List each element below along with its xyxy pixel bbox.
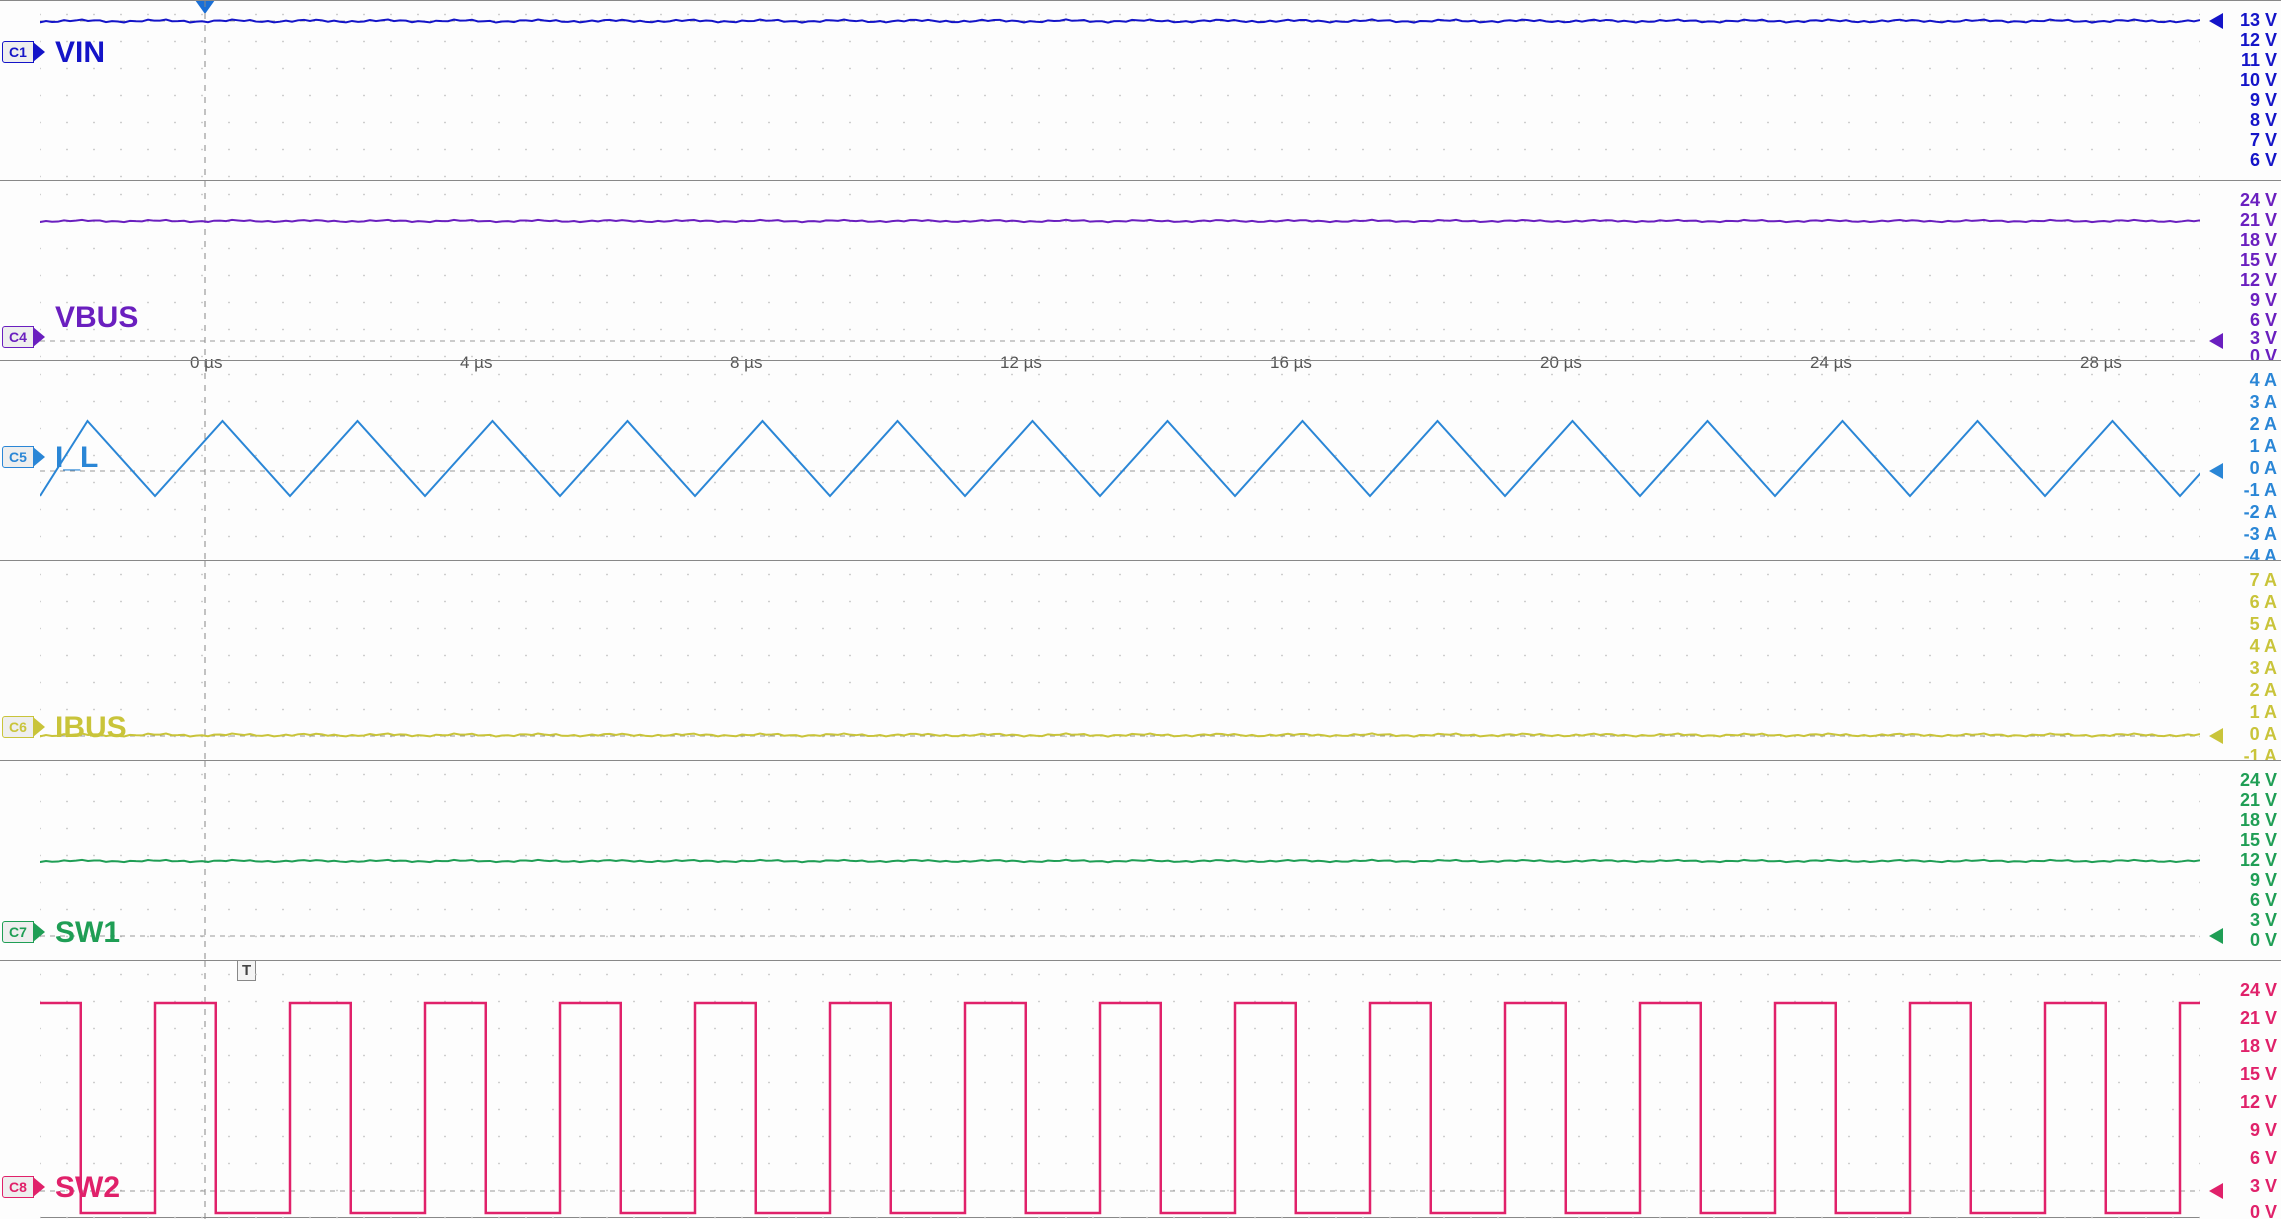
channel-tag[interactable]: C4 xyxy=(2,326,45,348)
channel-id-badge: C7 xyxy=(2,921,34,943)
ground-arrow-icon xyxy=(2209,333,2223,349)
waveform-canvas xyxy=(0,561,2281,761)
y-tick-label: 8 V xyxy=(2250,110,2277,131)
oscilloscope-display: T0 µs4 µs8 µs12 µs16 µs20 µs24 µs28 µs32… xyxy=(0,0,2281,1219)
y-tick-label: 21 V xyxy=(2240,210,2277,231)
y-tick-label: 0 A xyxy=(2250,724,2277,745)
channel-pane-C7: 24 V21 V18 V15 V12 V9 V6 V3 V0 V C7 SW1 xyxy=(0,760,2281,960)
y-tick-label: 9 V xyxy=(2250,290,2277,311)
waveform-trace xyxy=(20,1003,2281,1213)
channel-tag[interactable]: C7 xyxy=(2,921,45,943)
ground-arrow-icon xyxy=(2209,728,2223,744)
channel-label: SW2 xyxy=(55,1171,120,1205)
y-tick-label: 15 V xyxy=(2240,250,2277,271)
channel-tag-arrow-icon xyxy=(33,327,45,347)
y-tick-label: 7 V xyxy=(2250,130,2277,151)
y-tick-label: 1 A xyxy=(2250,702,2277,723)
channel-tag-arrow-icon xyxy=(33,717,45,737)
ground-arrow-icon xyxy=(2209,1183,2223,1199)
y-tick-label: 18 V xyxy=(2240,810,2277,831)
y-tick-label: 12 V xyxy=(2240,1092,2277,1113)
waveform-trace xyxy=(40,733,2200,736)
y-tick-label: 6 V xyxy=(2250,150,2277,171)
channel-id-badge: C1 xyxy=(2,41,34,63)
channel-tag-arrow-icon xyxy=(33,922,45,942)
y-tick-label: 12 V xyxy=(2240,270,2277,291)
waveform-canvas xyxy=(0,361,2281,561)
channel-tag[interactable]: C1 xyxy=(2,41,45,63)
channel-label: I_L xyxy=(55,441,98,475)
y-tick-label: 3 A xyxy=(2250,392,2277,413)
channel-pane-C1: 13 V12 V11 V10 V9 V8 V7 V6 V C1 VIN xyxy=(0,0,2281,180)
y-tick-label: 3 V xyxy=(2250,910,2277,931)
channel-tag-arrow-icon xyxy=(33,447,45,467)
y-tick-label: 18 V xyxy=(2240,1036,2277,1057)
y-tick-label: 13 V xyxy=(2240,10,2277,31)
y-tick-label: 4 A xyxy=(2250,636,2277,657)
y-tick-label: 24 V xyxy=(2240,190,2277,211)
waveform-trace xyxy=(40,19,2200,22)
waveform-canvas xyxy=(0,181,2281,361)
channel-tag-arrow-icon xyxy=(33,1177,45,1197)
y-tick-label: 3 V xyxy=(2250,1176,2277,1197)
channel-id-badge: C8 xyxy=(2,1176,34,1198)
y-tick-label: 2 A xyxy=(2250,414,2277,435)
y-tick-label: 12 V xyxy=(2240,850,2277,871)
y-tick-label: 0 V xyxy=(2250,930,2277,951)
y-tick-label: 0 A xyxy=(2250,458,2277,479)
y-tick-label: 21 V xyxy=(2240,1008,2277,1029)
channel-label: VIN xyxy=(55,36,105,70)
waveform-canvas xyxy=(0,1,2281,181)
y-tick-label: -1 A xyxy=(2244,480,2277,501)
y-tick-label: 9 V xyxy=(2250,90,2277,111)
y-tick-label: 0 V xyxy=(2250,1202,2277,1219)
y-tick-label: 5 A xyxy=(2250,614,2277,635)
y-tick-label: 21 V xyxy=(2240,790,2277,811)
y-tick-label: 1 A xyxy=(2250,436,2277,457)
ground-arrow-icon xyxy=(2209,13,2223,29)
channel-label: VBUS xyxy=(55,301,138,335)
y-tick-label: 2 A xyxy=(2250,680,2277,701)
channel-tag-arrow-icon xyxy=(33,42,45,62)
ground-arrow-icon xyxy=(2209,463,2223,479)
channel-tag[interactable]: C8 xyxy=(2,1176,45,1198)
y-tick-label: 18 V xyxy=(2240,230,2277,251)
y-tick-label: 15 V xyxy=(2240,1064,2277,1085)
channel-tag[interactable]: C5 xyxy=(2,446,45,468)
waveform-canvas xyxy=(0,761,2281,961)
y-tick-label: -3 A xyxy=(2244,524,2277,545)
y-tick-label: 12 V xyxy=(2240,30,2277,51)
channel-pane-C8: 24 V 21 V 18 V 15 V 12 V 9 V 6 V 3 V 0 V C8 SW2 xyxy=(0,960,2281,1218)
y-tick-label: 24 V xyxy=(2240,980,2277,1001)
y-tick-label: 9 V xyxy=(2250,1120,2277,1141)
channel-pane-C5: 4 A3 A2 A1 A0 A-1 A-2 A-3 A-4 AC5I_L xyxy=(0,360,2281,560)
waveform-canvas xyxy=(0,961,2281,1219)
channel-id-badge: C6 xyxy=(2,716,34,738)
waveform-trace xyxy=(40,220,2200,222)
ground-arrow-icon xyxy=(2209,928,2223,944)
y-tick-label: 15 V xyxy=(2240,830,2277,851)
y-tick-label: 7 A xyxy=(2250,570,2277,591)
channel-tag[interactable]: C6 xyxy=(2,716,45,738)
y-tick-label: 3 A xyxy=(2250,658,2277,679)
channel-pane-C4: 24 V21 V18 V15 V12 V9 V6 V3 V0 VC4VBUS xyxy=(0,180,2281,360)
channel-id-badge: C5 xyxy=(2,446,34,468)
channel-label: SW1 xyxy=(55,916,120,950)
channel-id-badge: C4 xyxy=(2,326,34,348)
y-tick-label: -2 A xyxy=(2244,502,2277,523)
y-tick-label: 11 V xyxy=(2241,50,2277,71)
waveform-trace xyxy=(40,860,2200,862)
y-tick-label: 6 V xyxy=(2250,890,2277,911)
y-tick-label: 24 V xyxy=(2240,770,2277,791)
y-tick-label: 9 V xyxy=(2250,870,2277,891)
channel-pane-C6: 7 A6 A5 A4 A3 A2 A1 A0 A-1 AC6IBUS xyxy=(0,560,2281,760)
channel-label: IBUS xyxy=(55,711,127,745)
y-tick-label: 6 V xyxy=(2250,1148,2277,1169)
y-tick-label: 4 A xyxy=(2250,370,2277,391)
waveform-trace xyxy=(40,421,2281,496)
y-tick-label: 6 A xyxy=(2250,592,2277,613)
y-tick-label: 10 V xyxy=(2240,70,2277,91)
